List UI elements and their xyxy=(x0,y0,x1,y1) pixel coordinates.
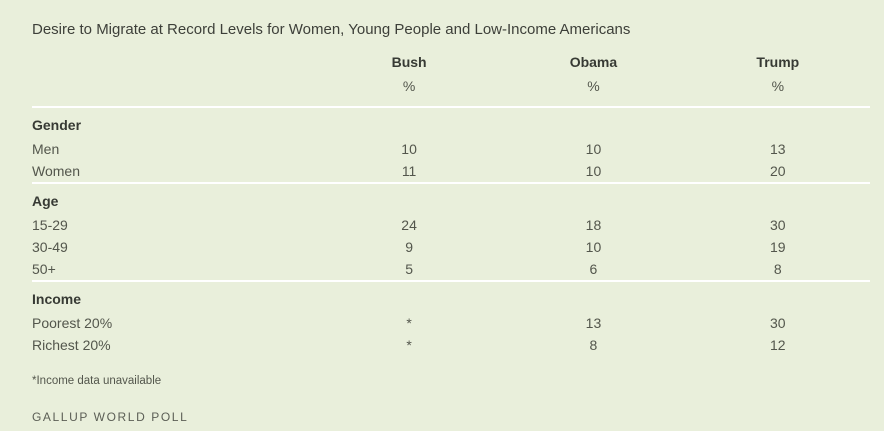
cell-richest-20-trump: 12 xyxy=(770,336,786,353)
cell-50plus-obama: 6 xyxy=(589,260,598,277)
column-header-obama: Obama xyxy=(569,54,618,70)
row-label-15-29: 15-29 xyxy=(32,216,68,233)
column-header-trump: Trump xyxy=(756,54,800,70)
cell-women-trump: 20 xyxy=(770,162,786,179)
page-title: Desire to Migrate at Record Levels for W… xyxy=(32,21,631,38)
unit-bush: % xyxy=(402,78,416,94)
table-row-men: Men 10 10 13 xyxy=(32,138,870,160)
section-header-gender: Gender xyxy=(32,106,870,138)
cell-poorest-20-trump: 30 xyxy=(770,314,786,331)
cell-men-trump: 13 xyxy=(770,140,786,157)
section-header-row-income: Income xyxy=(32,280,870,312)
unit-obama: % xyxy=(587,78,600,94)
cell-men-obama: 10 xyxy=(585,140,602,157)
source-line: GALLUP WORLD POLL xyxy=(32,410,189,424)
cell-15-29-bush: 24 xyxy=(401,216,417,233)
cell-poorest-20-bush: * xyxy=(406,314,412,331)
unit-trump: % xyxy=(771,78,785,94)
unit-empty xyxy=(32,78,317,107)
row-label-50plus: 50+ xyxy=(32,260,56,277)
cell-15-29-obama: 18 xyxy=(585,216,602,233)
cell-women-bush: 11 xyxy=(401,162,417,179)
table-row-15-29: 15-29 24 18 30 xyxy=(32,214,870,236)
migration-table: Bush Obama Trump % % % Gender Men 10 10 … xyxy=(32,54,870,356)
row-label-men: Men xyxy=(32,140,60,157)
section-header-age: Age xyxy=(32,182,870,214)
row-label-women: Women xyxy=(32,162,80,179)
unit-row: % % % xyxy=(32,78,870,107)
section-header-row-gender: Gender xyxy=(32,106,870,138)
table-row-30-49: 30-49 9 10 19 xyxy=(32,236,870,258)
row-label-richest-20: Richest 20% xyxy=(32,336,111,353)
row-label-poorest-20: Poorest 20% xyxy=(32,314,113,331)
cell-richest-20-obama: 8 xyxy=(589,336,598,353)
column-header-row: Bush Obama Trump xyxy=(32,54,870,78)
cell-men-bush: 10 xyxy=(401,140,417,157)
footnote: *Income data unavailable xyxy=(32,375,162,387)
table-row-50plus: 50+ 5 6 8 xyxy=(32,258,870,281)
cell-50plus-trump: 8 xyxy=(773,260,782,277)
column-header-bush: Bush xyxy=(391,54,427,70)
section-header-income: Income xyxy=(32,280,870,312)
cell-50plus-bush: 5 xyxy=(405,260,413,277)
table-row-poorest-20: Poorest 20% * 13 30 xyxy=(32,312,870,334)
section-header-row-age: Age xyxy=(32,182,870,214)
table-row-richest-20: Richest 20% * 8 12 xyxy=(32,334,870,356)
cell-30-49-obama: 10 xyxy=(585,238,602,255)
cell-women-obama: 10 xyxy=(585,162,602,179)
cell-richest-20-bush: * xyxy=(406,336,412,353)
cell-poorest-20-obama: 13 xyxy=(585,314,602,331)
row-label-30-49: 30-49 xyxy=(32,238,68,255)
cell-30-49-trump: 19 xyxy=(770,238,786,255)
cell-30-49-bush: 9 xyxy=(405,238,413,255)
table-row-women: Women 11 10 20 xyxy=(32,160,870,183)
cell-15-29-trump: 30 xyxy=(770,216,786,233)
column-header-empty xyxy=(32,54,317,78)
